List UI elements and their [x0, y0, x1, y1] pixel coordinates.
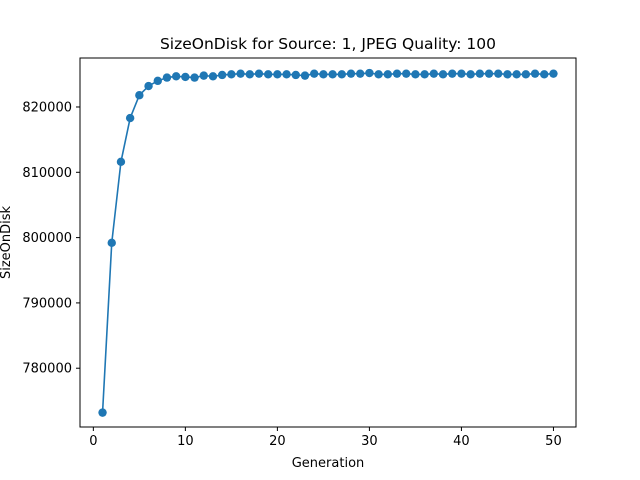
- data-point: [125, 113, 135, 123]
- data-point: [549, 69, 558, 78]
- data-point: [309, 69, 319, 78]
- data-point: [116, 157, 126, 167]
- data-point: [282, 70, 291, 79]
- data-point: [300, 71, 310, 80]
- chart-title: SizeOnDisk for Source: 1, JPEG Quality: …: [160, 35, 496, 53]
- x-tick-label: 0: [89, 434, 97, 449]
- data-point: [346, 69, 356, 78]
- y-tick-label: 810000: [22, 166, 72, 181]
- y-tick-label: 780000: [22, 362, 72, 377]
- series-layer: [98, 68, 558, 417]
- plot-frame: [79, 57, 577, 428]
- data-point: [420, 70, 429, 79]
- data-point: [512, 70, 521, 79]
- data-point: [208, 72, 218, 81]
- data-point: [503, 70, 512, 79]
- data-point: [494, 69, 503, 78]
- data-point: [475, 69, 485, 78]
- data-point: [328, 70, 337, 79]
- data-point: [227, 70, 236, 79]
- data-point: [540, 70, 549, 79]
- data-point: [356, 69, 365, 78]
- data-point: [337, 70, 347, 79]
- data-point: [263, 70, 273, 79]
- data-point: [457, 69, 466, 78]
- data-point: [530, 69, 540, 78]
- data-point: [392, 69, 402, 78]
- data-point: [217, 70, 227, 80]
- data-point: [254, 69, 264, 78]
- data-point: [448, 69, 457, 78]
- x-tick-label: 50: [545, 434, 562, 449]
- data-point: [319, 70, 328, 79]
- axes: 0 10 20 30 40 50 780000 790000 800000 810000 82000…: [22, 100, 561, 449]
- data-point: [144, 81, 153, 91]
- data-point: [484, 69, 494, 78]
- x-tick-label: 40: [453, 434, 470, 449]
- data-point: [199, 71, 208, 80]
- data-point: [162, 73, 172, 82]
- data-point: [153, 76, 162, 86]
- data-point: [107, 238, 116, 248]
- data-point: [98, 408, 107, 417]
- x-tick-label: 20: [269, 434, 286, 449]
- data-point: [438, 70, 448, 79]
- data-point: [383, 70, 393, 79]
- data-point: [245, 70, 254, 79]
- y-tick-label: 800000: [22, 231, 72, 246]
- y-tick-label: 820000: [22, 100, 72, 115]
- data-point: [273, 70, 282, 79]
- data-point: [402, 69, 411, 78]
- data-point: [521, 70, 531, 79]
- data-point: [181, 72, 190, 82]
- x-axis-label: Generation: [292, 456, 365, 471]
- y-tick-label: 790000: [22, 296, 72, 311]
- data-point: [374, 70, 383, 79]
- x-tick-label: 10: [177, 434, 194, 449]
- data-point: [171, 72, 181, 81]
- y-axis-label: SizeOnDisk: [0, 205, 14, 279]
- data-point: [190, 73, 199, 82]
- data-point: [236, 69, 245, 78]
- data-point: [411, 70, 420, 79]
- data-point: [466, 70, 475, 79]
- x-tick-label: 30: [361, 434, 378, 449]
- data-point: [429, 69, 439, 78]
- data-point: [291, 70, 300, 80]
- data-point: [135, 91, 144, 100]
- data-point: [365, 68, 374, 78]
